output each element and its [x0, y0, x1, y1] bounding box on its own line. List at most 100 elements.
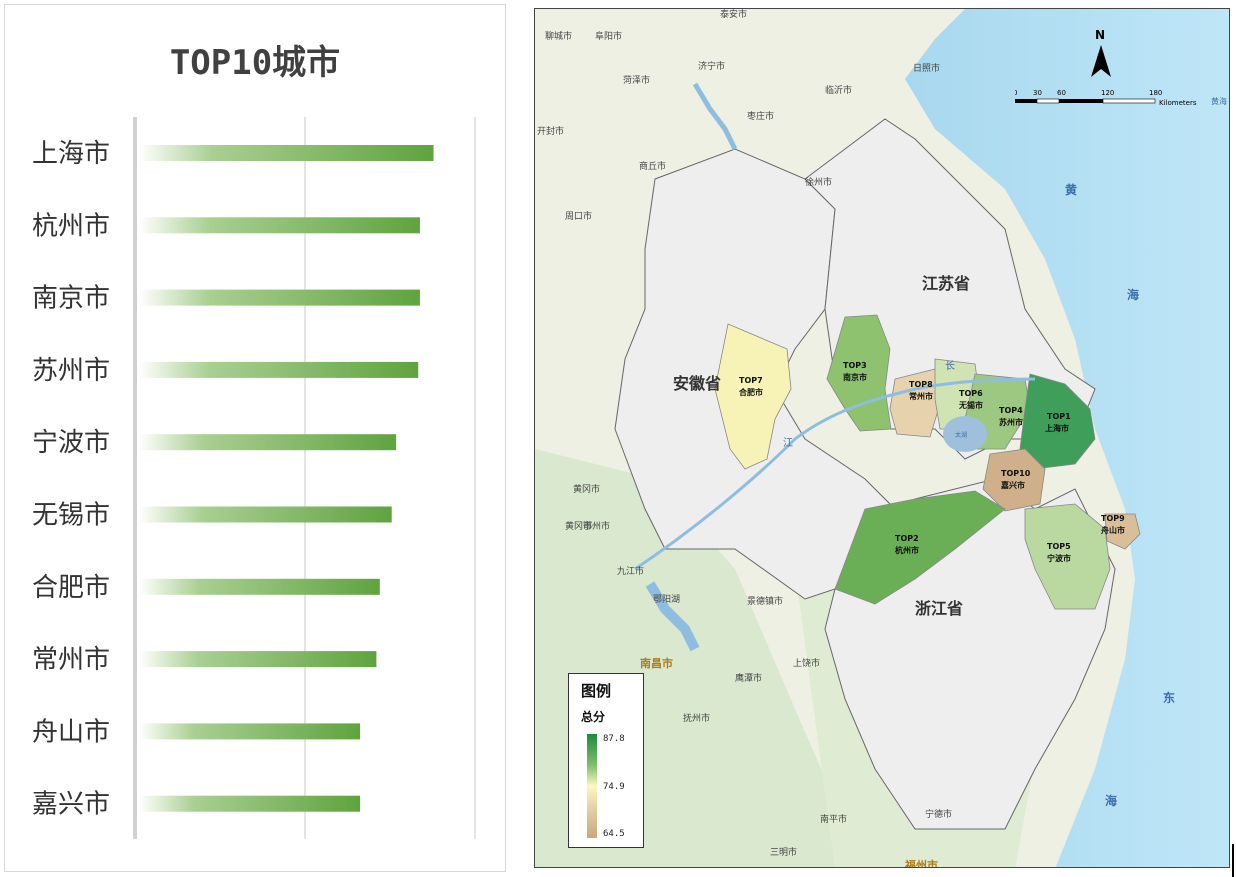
- label-top10: TOP10: [1001, 469, 1031, 478]
- place-jiujiang: 九江市: [617, 565, 644, 577]
- label-hefei: 合肥市: [738, 387, 763, 397]
- category-label-0: 上海市: [32, 139, 110, 169]
- city-jiaxing: [982, 448, 1046, 512]
- scale-unit: Kilometers: [1159, 99, 1197, 107]
- label-zhoushan: 舟山市: [1101, 525, 1125, 535]
- label-top3: TOP3: [843, 361, 867, 370]
- place-rizhao: 日照市: [913, 62, 940, 74]
- north-arrow-icon: [1091, 45, 1111, 77]
- scale-tick-30: 30: [1033, 89, 1042, 97]
- label-top9: TOP9: [1101, 514, 1125, 523]
- label-nanjing: 南京市: [843, 372, 867, 382]
- legend-mid: 74.9: [603, 782, 625, 792]
- map-panel: 江苏省 安徽省 浙江省 TOP1 上海市 TOP2 杭州市 TOP3 南京市 T…: [534, 8, 1230, 868]
- label-anhui: 安徽省: [673, 374, 721, 393]
- scale-tick-120: 120: [1101, 89, 1114, 97]
- place-shangqiu: 商丘市: [639, 160, 666, 172]
- label-hangzhou: 杭州市: [895, 545, 919, 555]
- place-kaifeng: 开封市: [537, 125, 564, 137]
- sea-label-huanghai: 黄海: [1211, 96, 1227, 106]
- city-shanghai: [1019, 373, 1096, 470]
- lake-poyang: [645, 581, 700, 652]
- north-arrow: N: [1087, 25, 1115, 85]
- bar-2: [139, 289, 420, 306]
- bar-1: [139, 217, 420, 234]
- scale-tick-180: 180: [1149, 89, 1162, 97]
- legend-max: 87.8: [603, 734, 625, 744]
- city-hangzhou: [834, 490, 1006, 605]
- label-ningbo: 宁波市: [1047, 553, 1071, 563]
- label-suzhou: 苏州市: [999, 417, 1023, 427]
- label-zhejiang: 浙江省: [915, 599, 963, 618]
- category-label-5: 无锡市: [32, 501, 110, 531]
- label-changzhou: 常州市: [909, 391, 933, 401]
- category-label-1: 杭州市: [32, 211, 110, 241]
- city-ningbo: [1024, 503, 1111, 610]
- scale-bar: 0 30 60 120 180 Kilometers: [1013, 87, 1225, 117]
- city-zhoushan: [1104, 513, 1141, 550]
- label-jiaxing: 嘉兴市: [1000, 480, 1025, 490]
- category-label-3: 苏州市: [32, 356, 110, 386]
- label-wuxi: 无锡市: [958, 400, 983, 410]
- bar-6: [139, 578, 380, 595]
- label-top6: TOP6: [959, 389, 983, 398]
- chart-title: TOP10城市: [169, 43, 341, 83]
- place-fuyang: 阜阳市: [595, 30, 622, 42]
- place-heze: 菏泽市: [623, 74, 650, 86]
- place-huanggang-2: 黄冈市: [565, 520, 592, 532]
- place-liaocheng: 聊城市: [545, 30, 572, 42]
- place-jining: 济宁市: [698, 60, 725, 72]
- y-axis-line: [133, 117, 137, 839]
- place-yingtan: 鹰潭市: [735, 672, 762, 684]
- bar-7: [139, 651, 377, 668]
- legend-color-ramp: [587, 734, 597, 838]
- category-label-2: 南京市: [32, 284, 110, 314]
- category-label-7: 常州市: [32, 645, 110, 675]
- label-top1: TOP1: [1047, 412, 1071, 421]
- lake-taihu: [943, 416, 987, 452]
- place-zhoukou: 周口市: [565, 210, 592, 222]
- category-label-9: 嘉兴市: [32, 790, 110, 820]
- place-jingdezhen: 景德镇市: [747, 595, 783, 607]
- place-sanming: 三明市: [770, 846, 797, 858]
- place-nanping: 南平市: [820, 813, 847, 825]
- label-jiangsu: 江苏省: [922, 274, 970, 293]
- category-label-4: 宁波市: [32, 428, 110, 458]
- label-top7: TOP7: [739, 376, 763, 385]
- legend-min: 64.5: [603, 829, 625, 839]
- place-huanggang: 黄冈市: [573, 483, 600, 495]
- water-label-jiang: 江: [783, 437, 793, 449]
- label-shanghai: 上海市: [1045, 423, 1069, 433]
- scale-tick-0: 0: [1015, 89, 1017, 97]
- place-shangrao: 上饶市: [793, 657, 820, 669]
- water-label-taihu: 太湖: [955, 431, 967, 439]
- bar-5: [139, 506, 392, 523]
- bar-3: [139, 361, 419, 378]
- city-hefei: [714, 323, 792, 470]
- map-legend: 图例 总分 87.8 74.9 64.5: [568, 673, 644, 848]
- sea-label-dong: 东: [1163, 690, 1175, 705]
- place-linyi: 临沂市: [825, 84, 852, 96]
- scale-tick-60: 60: [1057, 89, 1066, 97]
- bar-8: [139, 723, 361, 740]
- legend-subtitle: 总分: [581, 710, 606, 724]
- edge-marker: [1232, 844, 1234, 877]
- label-top2: TOP2: [895, 534, 919, 543]
- place-zaozhuang: 枣庄市: [747, 110, 774, 122]
- yangtze-river: [634, 377, 1036, 571]
- place-ezhou: 鄂州市: [583, 520, 610, 532]
- sea-label-huang: 黄: [1065, 182, 1077, 197]
- place-ningde: 宁德市: [925, 808, 952, 820]
- bar-9: [139, 795, 361, 812]
- chart-panel: TOP10城市 上海市 杭州市 南京市 苏州市 宁波市 无锡市 合肥市 常州市 舟山市 嘉兴市: [4, 4, 506, 872]
- place-poyanghu: 鄂阳湖: [653, 594, 680, 605]
- legend-title: 图例: [581, 682, 612, 700]
- north-label: N: [1095, 28, 1105, 42]
- lake-weishan: [692, 82, 738, 151]
- category-label-6: 合肥市: [32, 573, 110, 603]
- city-nanjing: [826, 314, 892, 432]
- label-top5: TOP5: [1047, 542, 1071, 551]
- sea-label-hai-2: 海: [1105, 793, 1117, 808]
- place-fuzhou-jx: 抚州市: [683, 712, 710, 724]
